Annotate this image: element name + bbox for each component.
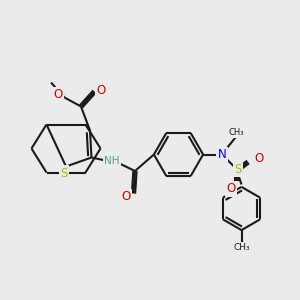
Text: S: S (60, 167, 67, 180)
Text: O: O (54, 88, 63, 101)
Text: S: S (234, 163, 241, 176)
Text: O: O (97, 84, 106, 98)
Text: O: O (226, 182, 236, 196)
Text: NH: NH (104, 155, 120, 166)
Text: CH₃: CH₃ (233, 243, 250, 252)
Text: N: N (218, 148, 226, 161)
Text: O: O (255, 152, 264, 166)
Text: CH₃: CH₃ (228, 128, 244, 137)
Text: O: O (122, 190, 130, 203)
